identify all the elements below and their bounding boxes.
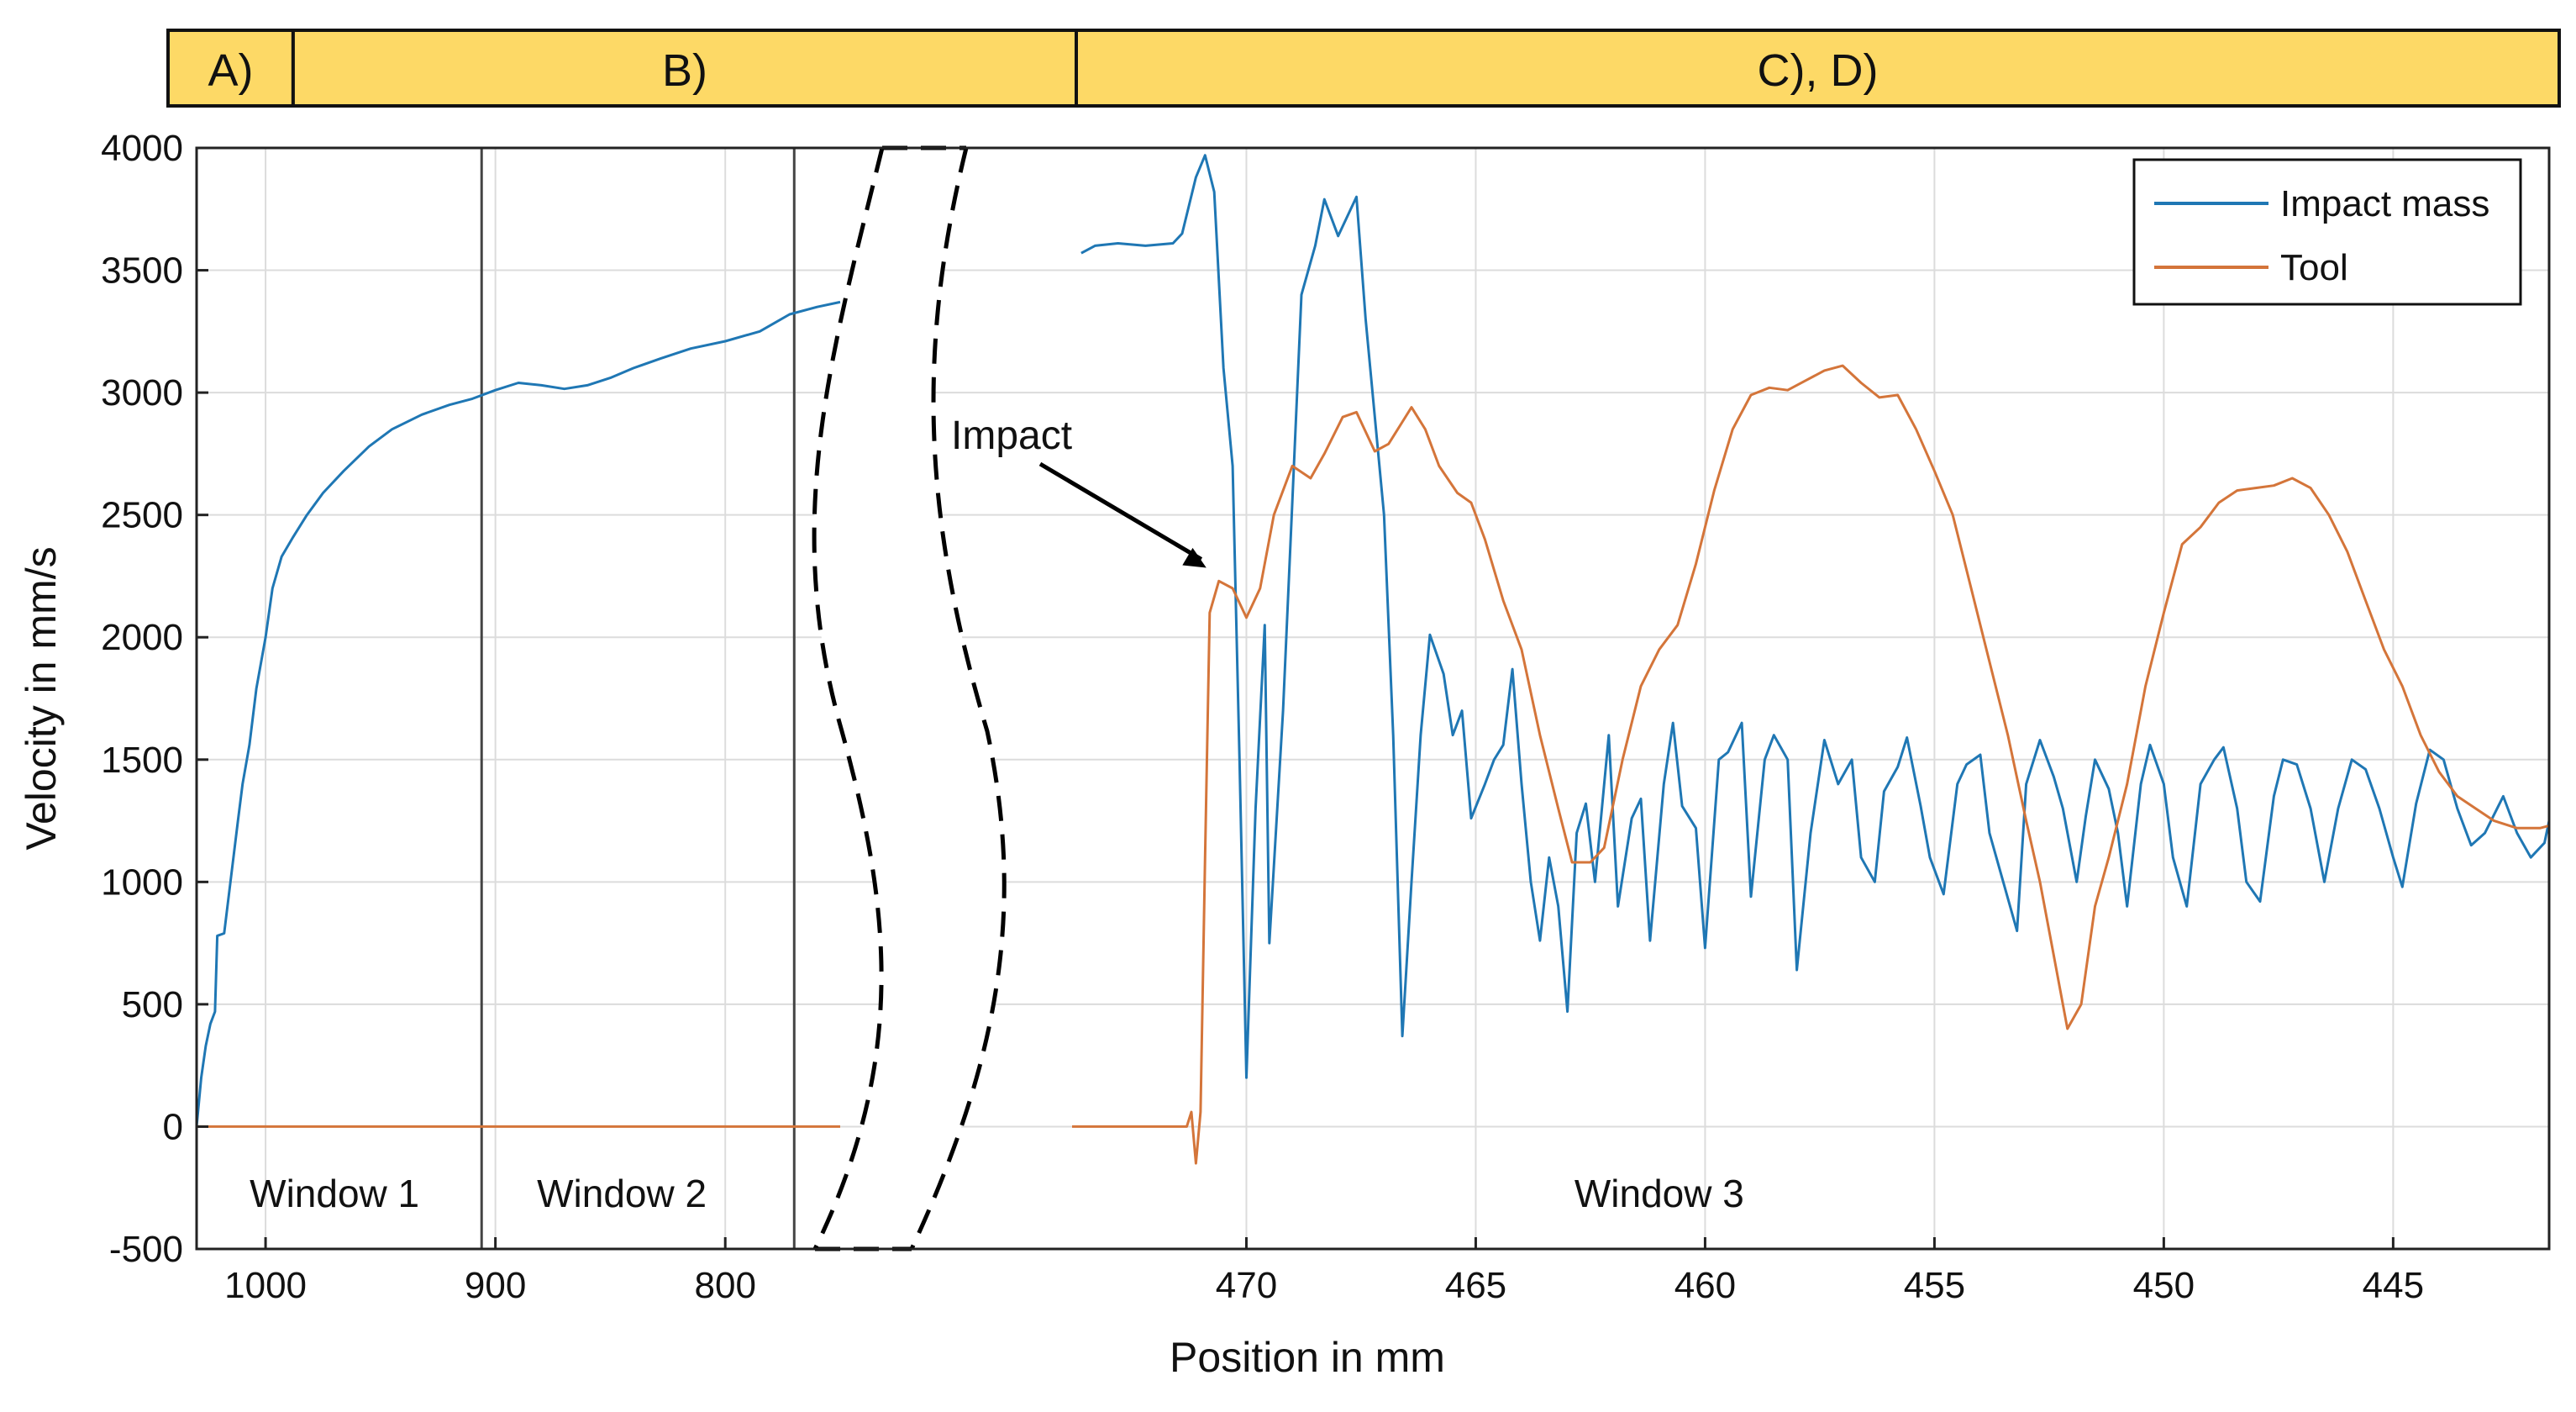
y-tick-label: 500 <box>122 984 183 1025</box>
series-impact-mass-line <box>195 300 841 1127</box>
phase-segment <box>1075 29 2561 108</box>
x-tick-label: 1000 <box>224 1265 307 1306</box>
x-tick-label: 900 <box>465 1265 526 1306</box>
axis-labels: Position in mm Velocity in mm/s <box>18 546 1445 1381</box>
y-tick-label: 4000 <box>101 128 183 169</box>
axis-ticks: -500 0 500 1000 1500 2000 2500 3000 3500 4000 1000… <box>101 128 2424 1306</box>
legend: Impact mass Tool <box>2132 158 2522 306</box>
series-impact-mass-line <box>1080 154 2551 1079</box>
window-label: Window 3 <box>1575 1172 1744 1215</box>
phase-label: B) <box>662 45 707 96</box>
x-tick-label: 470 <box>1216 1265 1277 1306</box>
x-tick-label: 450 <box>2133 1265 2195 1306</box>
plot-border <box>195 146 2551 1251</box>
x-tick-label: 465 <box>1445 1265 1506 1306</box>
axis-break <box>812 145 1007 1251</box>
x-tick-label: 800 <box>695 1265 756 1306</box>
y-tick-label: 2000 <box>101 617 183 658</box>
y-tick-label: 1000 <box>101 861 183 903</box>
y-tick-label: 2500 <box>101 495 183 536</box>
phase-label: A) <box>208 45 253 96</box>
x-tick-label: 455 <box>1904 1265 1965 1306</box>
impact-arrow-shaft <box>1038 461 1203 561</box>
legend-entry: Tool <box>2280 247 2348 288</box>
x-tick-label: 445 <box>2363 1265 2424 1306</box>
impact-label: Impact <box>951 414 1072 458</box>
window-boundaries <box>480 148 796 1249</box>
phase-segment <box>291 29 1078 108</box>
phase-segment <box>166 29 295 108</box>
series-tool-line <box>1072 364 2550 1165</box>
grid-lines <box>197 147 2549 1250</box>
axis-break-right-edge <box>909 147 1007 1251</box>
y-tick-label: 3000 <box>101 372 183 414</box>
impact-annotation: Impact <box>951 414 1207 568</box>
window-label: Window 1 <box>250 1172 419 1215</box>
legend-box <box>2132 158 2522 306</box>
legend-entry: Impact mass <box>2280 183 2489 224</box>
plot-frame <box>195 146 2551 1251</box>
y-tick-label: 0 <box>163 1106 183 1147</box>
y-tick-label: -500 <box>109 1229 183 1270</box>
axis-break-left-edge <box>812 147 885 1251</box>
window-labels: Window 1 Window 2 Window 3 <box>250 1172 1744 1215</box>
phase-label: C), D) <box>1758 45 1879 96</box>
y-tick-label: 3500 <box>101 250 183 292</box>
window-label: Window 2 <box>537 1172 707 1215</box>
axis-break-band <box>814 148 1005 1249</box>
series-layer <box>195 154 2551 1165</box>
x-axis-label: Position in mm <box>1170 1334 1445 1381</box>
phase-bar: A) B) C), D) <box>166 29 2561 108</box>
x-tick-label: 460 <box>1674 1265 1736 1306</box>
y-tick-label: 1500 <box>101 740 183 781</box>
impact-arrow-head <box>1182 547 1207 568</box>
y-axis-label: Velocity in mm/s <box>18 546 65 850</box>
